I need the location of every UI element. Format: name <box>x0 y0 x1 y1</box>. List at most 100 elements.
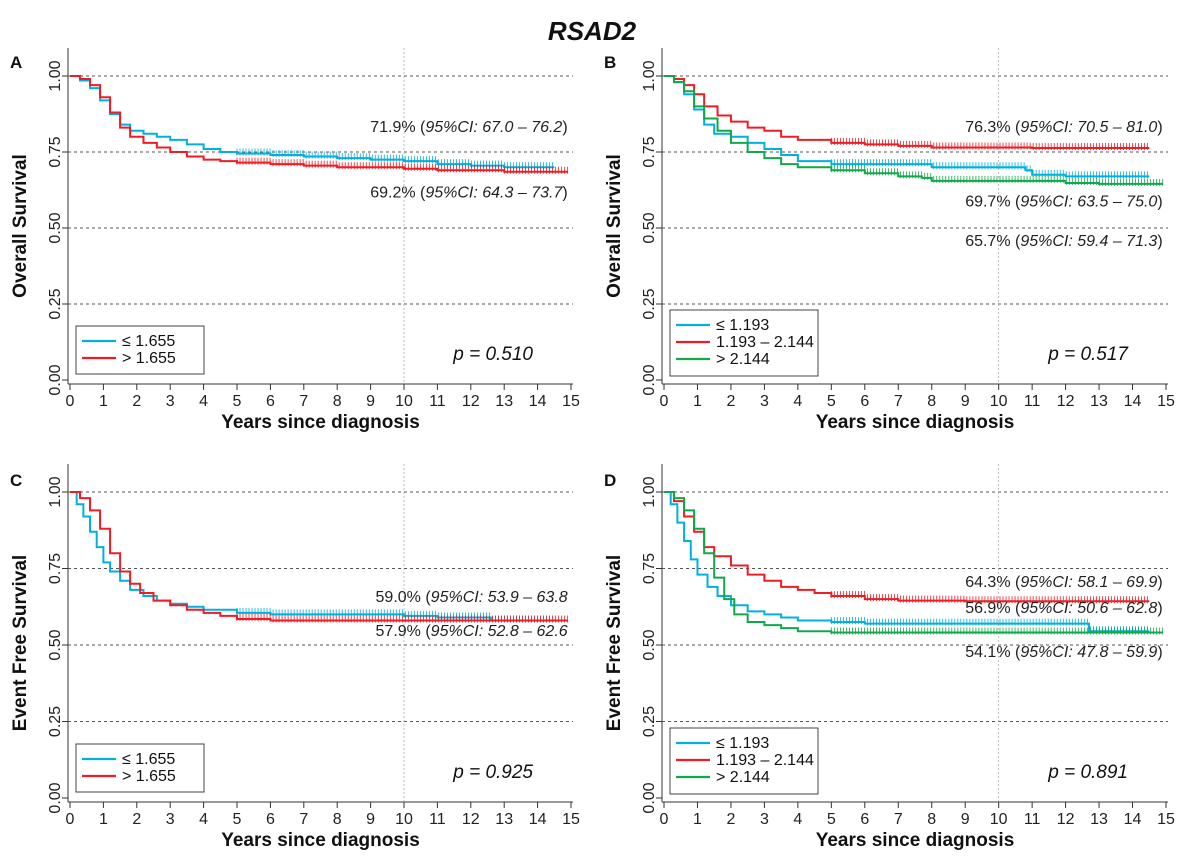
km-curve-series-3 <box>664 491 1163 634</box>
annotation-ci: 95%CI: 59.4 – 71.3 <box>1020 233 1157 250</box>
x-tick-label: 5 <box>827 393 836 410</box>
p-value: p = 0.925 <box>452 762 533 783</box>
x-tick-label: 2 <box>726 811 735 828</box>
x-tick-label: 9 <box>366 811 375 828</box>
x-tick-label: 12 <box>462 393 480 410</box>
x-tick-label: 13 <box>1090 811 1108 828</box>
x-tick-label: 13 <box>1090 393 1108 410</box>
legend: ≤ 1.655> 1.655 <box>75 325 205 375</box>
survival-annotation-1: 76.3% (95%CI: 70.5 – 81.0) <box>965 119 1162 136</box>
y-tick-label: 0.75 <box>47 553 64 584</box>
x-tick-label: 7 <box>299 393 308 410</box>
x-tick-label: 7 <box>894 811 903 828</box>
annotation-close: ) <box>562 185 567 202</box>
annotation-close: ) <box>1157 574 1162 591</box>
legend-label: 1.193 – 2.144 <box>716 334 814 351</box>
x-tick-label: 2 <box>132 811 141 828</box>
p-value: p = 0.891 <box>1047 762 1128 783</box>
km-curve-series-1 <box>664 75 1150 178</box>
annotation-ci: 95%CI: 52.8 – 62.6 <box>431 623 568 640</box>
x-axis-label: Years since diagnosis <box>221 830 420 851</box>
annotation-percent: 59.0% ( <box>376 589 432 606</box>
panel-d: D0.000.250.500.751.000 1 2 3 4 5 6 7 8 9 10 11 12 13 1… <box>604 464 1175 851</box>
annotation-percent: 64.3% ( <box>965 574 1021 591</box>
x-tick-label: 9 <box>961 811 970 828</box>
y-tick-label: 1.00 <box>641 476 658 507</box>
censor-marks-series-1 <box>830 159 1148 179</box>
y-tick-label: 0.00 <box>641 364 658 395</box>
legend-label: 1.193 – 2.144 <box>716 752 814 769</box>
x-tick-label: 5 <box>233 393 242 410</box>
y-tick-label: 1.00 <box>641 60 658 91</box>
survival-annotation-1: 71.9% (95%CI: 67.0 – 76.2) <box>370 119 567 136</box>
x-tick-label: 3 <box>760 811 769 828</box>
panel-a: A0.000.250.500.751.000 1 2 3 4 5 6 7 8 9 10 11 12 13 1… <box>10 48 580 433</box>
km-curve-series-2 <box>70 75 568 173</box>
x-tick-label: 15 <box>562 811 580 828</box>
annotation-ci: 95%CI: 53.9 – 63.8 <box>431 589 568 606</box>
legend-label: ≤ 1.655 <box>122 333 175 350</box>
x-tick-label: 13 <box>495 393 513 410</box>
km-curve-series-1 <box>664 491 1150 633</box>
x-tick-label: 12 <box>462 811 480 828</box>
x-tick-label: 6 <box>266 393 275 410</box>
legend-label: ≤ 1.655 <box>122 751 175 768</box>
legend-box <box>75 743 205 793</box>
annotation-percent: 54.1% ( <box>965 644 1021 661</box>
y-tick-label: 0.75 <box>47 136 64 167</box>
figure-title: RSAD2 <box>548 16 637 46</box>
x-tick-label: 14 <box>529 393 547 410</box>
annotation-percent: 69.2% ( <box>370 185 426 202</box>
survival-annotation-2: 56.9% (95%CI: 50.6 – 62.8) <box>965 600 1162 617</box>
x-tick-label: 5 <box>233 811 242 828</box>
x-tick-label: 5 <box>827 811 836 828</box>
censor-marks-series-2 <box>236 157 569 174</box>
censor-marks-series-2 <box>830 137 1148 151</box>
y-tick-label: 0.00 <box>47 782 64 813</box>
panel-c: C0.000.250.500.751.000 1 2 3 4 5 6 7 8 9 10 11 12 13 1… <box>10 464 580 851</box>
annotation-percent: 65.7% ( <box>965 233 1021 250</box>
panel-letter: C <box>10 471 22 490</box>
x-tick-label: 7 <box>894 393 903 410</box>
x-tick-label: 4 <box>199 811 208 828</box>
x-tick-label: 14 <box>1124 393 1142 410</box>
censor-marks-series-3 <box>830 627 1164 635</box>
x-tick-label: 10 <box>990 811 1008 828</box>
x-tick-label: 9 <box>961 393 970 410</box>
x-tick-label: 15 <box>1157 811 1175 828</box>
y-tick-label: 1.00 <box>47 60 64 91</box>
x-tick-label: 7 <box>299 811 308 828</box>
x-tick-label: 0 <box>66 393 75 410</box>
y-tick-label: 0.00 <box>47 364 64 395</box>
censor-marks-series-2 <box>236 613 569 623</box>
x-tick-label: 6 <box>266 811 275 828</box>
x-tick-label: 12 <box>1057 811 1075 828</box>
y-tick-label: 0.25 <box>641 706 658 737</box>
x-tick-label: 8 <box>333 811 342 828</box>
censor-marks-series-3 <box>830 165 1164 186</box>
x-tick-label: 10 <box>990 393 1008 410</box>
survival-annotation-3: 65.7% (95%CI: 59.4 – 71.3) <box>965 233 1162 250</box>
legend-label: ≤ 1.193 <box>716 317 769 334</box>
x-tick-label: 8 <box>333 393 342 410</box>
y-tick-label: 0.50 <box>641 629 658 660</box>
y-tick-label: 0.25 <box>47 706 64 737</box>
x-tick-label: 11 <box>1024 811 1041 828</box>
legend-box <box>75 325 205 375</box>
annotation-close: ) <box>562 119 567 136</box>
x-tick-label: 8 <box>927 393 936 410</box>
x-axis-label: Years since diagnosis <box>816 412 1015 433</box>
y-tick-label: 0.75 <box>641 136 658 167</box>
x-tick-label: 2 <box>726 393 735 410</box>
legend-label: > 2.144 <box>716 769 770 786</box>
y-tick-label: 0.50 <box>641 212 658 243</box>
annotation-ci: 95%CI: 70.5 – 81.0 <box>1020 119 1157 136</box>
y-axis-label: Overall Survival <box>604 154 625 298</box>
annotation-ci: 95%CI: 64.3 – 73.7 <box>425 185 563 202</box>
annotation-close: ) <box>1157 644 1162 661</box>
survival-annotation-2: 69.2% (95%CI: 64.3 – 73.7) <box>370 185 567 202</box>
